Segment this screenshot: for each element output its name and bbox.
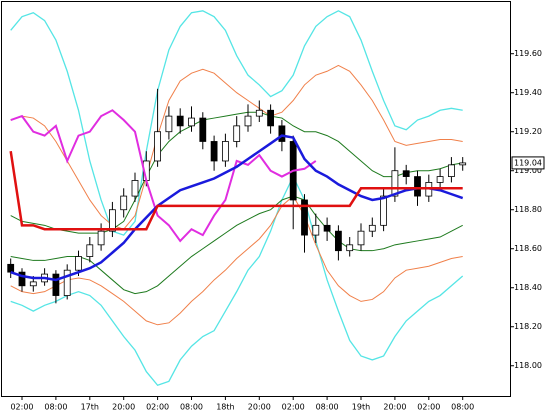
x-tick-label: 08:00 bbox=[316, 403, 339, 412]
candle-body bbox=[357, 230, 365, 246]
candle-body bbox=[176, 115, 184, 127]
y-tick-label: 119.40 bbox=[514, 88, 542, 97]
y-tick-label: 119.20 bbox=[514, 127, 542, 136]
candle-body bbox=[188, 117, 195, 127]
candle-body bbox=[368, 224, 376, 232]
candle-body bbox=[109, 209, 116, 232]
y-tick-label: 118.20 bbox=[514, 322, 542, 331]
candle-body bbox=[52, 273, 60, 296]
candle-body bbox=[402, 170, 410, 177]
candle-body bbox=[221, 141, 229, 162]
x-tick-label: 18th bbox=[216, 403, 234, 412]
candle-body bbox=[210, 141, 218, 162]
candle-body bbox=[18, 271, 26, 287]
indicator-line bbox=[9, 151, 463, 231]
y-tick-label: 119.60 bbox=[514, 49, 542, 58]
indicator-line bbox=[10, 64, 463, 230]
candle-body bbox=[75, 256, 82, 271]
candle-body bbox=[199, 117, 207, 142]
x-tick-label: 08:00 bbox=[44, 403, 67, 412]
last-price-label: 119.04 bbox=[514, 158, 542, 167]
x-tick-label: 20:00 bbox=[112, 403, 135, 412]
candle-body bbox=[346, 244, 354, 252]
y-tick-label: 119.00 bbox=[514, 166, 542, 175]
candle-body bbox=[459, 162, 467, 166]
x-tick-label: 19th bbox=[352, 403, 370, 412]
indicator-line bbox=[10, 175, 464, 387]
candle-body bbox=[323, 224, 331, 232]
candle-body bbox=[7, 263, 15, 273]
y-tick-label: 118.80 bbox=[514, 205, 542, 214]
candle-body bbox=[312, 224, 320, 236]
candle-body bbox=[154, 131, 162, 162]
y-tick-label: 118.40 bbox=[514, 283, 542, 292]
x-tick-label: 17th bbox=[81, 403, 99, 412]
candle-body bbox=[165, 115, 173, 133]
indicator-line bbox=[10, 195, 463, 295]
candle-body bbox=[233, 125, 241, 142]
indicator-line bbox=[10, 10, 463, 236]
candle-body bbox=[131, 180, 139, 197]
y-tick-label: 118.00 bbox=[514, 361, 542, 370]
last-price-box bbox=[511, 156, 545, 170]
candle-body bbox=[244, 115, 252, 127]
indicator-line bbox=[10, 195, 463, 326]
plot-frame bbox=[1, 1, 511, 397]
candle-body bbox=[97, 230, 105, 246]
candle-body bbox=[380, 195, 388, 226]
x-tick-label: 08:00 bbox=[451, 403, 474, 412]
candle-body bbox=[63, 269, 71, 296]
x-tick-label: 20:00 bbox=[248, 403, 271, 412]
x-tick-label: 02:00 bbox=[10, 403, 33, 412]
candle-body bbox=[391, 170, 399, 197]
candle-body bbox=[267, 109, 275, 127]
x-tick-label: 02:00 bbox=[146, 403, 169, 412]
x-tick-label: 20:00 bbox=[383, 403, 406, 412]
candle-body bbox=[86, 244, 94, 257]
indicator-line bbox=[10, 134, 464, 282]
candle-body bbox=[29, 281, 37, 287]
candle-body bbox=[414, 176, 421, 197]
candle-body bbox=[278, 125, 286, 142]
indicator-line bbox=[10, 111, 463, 234]
indicator-line bbox=[10, 109, 317, 243]
candle-body bbox=[447, 164, 455, 177]
candle-body bbox=[255, 109, 263, 117]
candle-body bbox=[301, 199, 308, 236]
x-tick-label: 02:00 bbox=[282, 403, 305, 412]
y-tick-label: 118.60 bbox=[514, 244, 542, 253]
x-tick-label: 08:00 bbox=[180, 403, 203, 412]
candle-body bbox=[436, 176, 444, 183]
candle-body bbox=[334, 230, 342, 252]
x-tick-label: 02:00 bbox=[417, 403, 440, 412]
candle-body bbox=[120, 195, 128, 211]
